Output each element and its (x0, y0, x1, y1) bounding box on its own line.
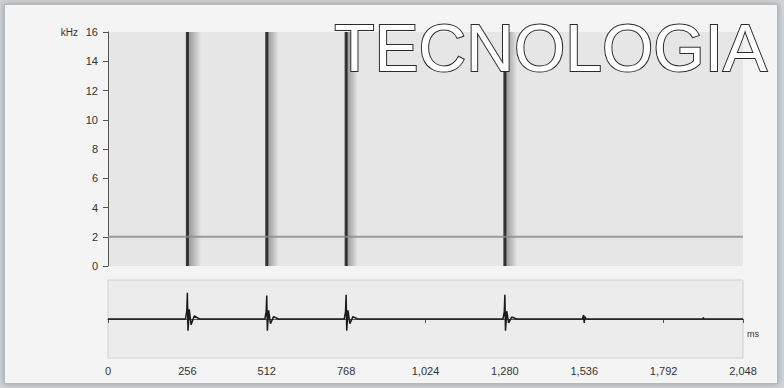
svg-text:0: 0 (105, 365, 111, 377)
svg-text:1,536: 1,536 (570, 365, 598, 377)
svg-text:8: 8 (92, 143, 98, 155)
svg-text:0: 0 (92, 260, 98, 272)
svg-text:10: 10 (86, 114, 98, 126)
svg-text:2,048: 2,048 (729, 365, 757, 377)
svg-text:768: 768 (337, 365, 355, 377)
svg-text:1,024: 1,024 (412, 365, 440, 377)
svg-text:256: 256 (178, 365, 196, 377)
svg-text:ms: ms (747, 329, 759, 339)
svg-text:TECNOLOGIA: TECNOLOGIA (334, 11, 767, 85)
svg-text:16: 16 (86, 26, 98, 38)
svg-text:12: 12 (86, 85, 98, 97)
svg-text:512: 512 (258, 365, 276, 377)
svg-text:kHz: kHz (61, 27, 78, 38)
svg-text:6: 6 (92, 172, 98, 184)
svg-text:2: 2 (92, 231, 98, 243)
svg-text:1,280: 1,280 (491, 365, 519, 377)
svg-text:4: 4 (92, 202, 98, 214)
svg-text:14: 14 (86, 55, 98, 67)
svg-text:1,792: 1,792 (650, 365, 678, 377)
